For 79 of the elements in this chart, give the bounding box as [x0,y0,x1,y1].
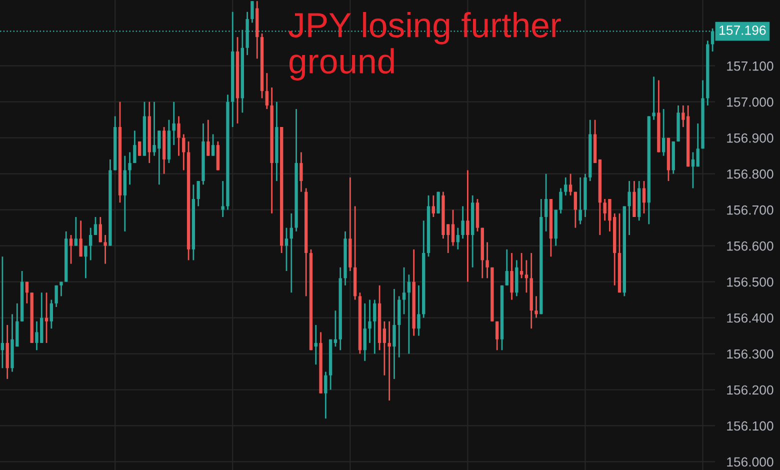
candlestick [206,119,210,157]
candlestick [133,130,136,164]
candlestick [290,212,293,294]
candlestick [564,176,568,196]
ref-line-label: 157.196 [720,26,766,35]
candlestick [432,194,435,218]
candlestick [691,152,695,189]
candlestick [461,206,464,240]
candlestick [568,173,572,196]
candlestick [300,152,303,193]
candlestick [382,320,386,376]
candlestick [662,108,666,157]
candlestick [628,180,631,236]
candlestick [578,176,582,225]
candlestick [559,188,562,214]
candlestick [495,320,499,351]
candlestick [417,284,420,336]
candlestick [534,295,538,318]
candlestick [392,288,396,380]
candlestick [642,180,646,214]
y-tick-label: 157.000 [727,97,774,107]
candlestick [265,72,268,110]
candlestick [25,281,29,304]
candlestick [368,299,372,344]
y-tick-label: 156.100 [727,421,774,431]
candlestick [196,180,200,207]
candlestick [211,134,215,157]
candlestick [544,173,548,232]
candlestick [402,266,406,315]
candlestick [94,216,98,236]
candlestick [54,284,58,308]
candlestick [0,256,4,369]
candlestick [652,76,656,121]
candlestick [284,227,288,272]
candlestick [456,227,460,250]
candlestick [60,281,63,297]
candlestick [128,152,132,186]
candlestick [69,234,73,264]
candlestick [696,122,700,168]
candlestick [505,248,508,286]
candlestick [84,245,88,279]
candlestick [510,252,514,300]
annotation: JPY losing further ground [288,12,561,81]
y-tick-label: 156.200 [727,385,774,395]
y-tick-label: 156.400 [727,313,774,323]
candlestick [373,299,376,354]
candlestick [250,0,254,24]
candlestick [138,140,142,157]
candlestick [466,170,470,282]
candlestick [363,302,366,362]
candlestick [74,216,78,246]
candlestick [79,220,82,258]
candlestick [334,310,338,348]
y-tick-label: 156.800 [727,169,774,179]
candlestick [44,292,48,344]
candlestick [221,180,224,218]
y-tick-label: 156.600 [727,241,774,251]
candlestick [98,216,102,243]
candlestick [172,101,176,146]
candlestick [104,234,107,264]
candlestick [451,209,455,246]
y-tick-label: 156.500 [727,277,774,287]
candlestick [407,274,411,354]
candlestick [324,371,328,420]
candlestick [524,259,528,294]
candlestick [89,227,92,261]
candlestick [177,116,180,157]
candlestick [486,242,489,279]
y-tick-label: 156.700 [727,205,774,215]
candlestick [574,191,578,228]
candlestick [314,324,318,366]
y-tick-label: 156.900 [727,133,774,143]
candlestick [182,134,186,171]
y-tick-label: 156.300 [727,349,774,359]
candlestick [388,320,391,402]
y-tick-label: 157.100 [727,61,774,71]
candlestick [520,252,524,279]
y-tick-label: 156.000 [727,457,774,467]
candlestick [50,299,54,330]
